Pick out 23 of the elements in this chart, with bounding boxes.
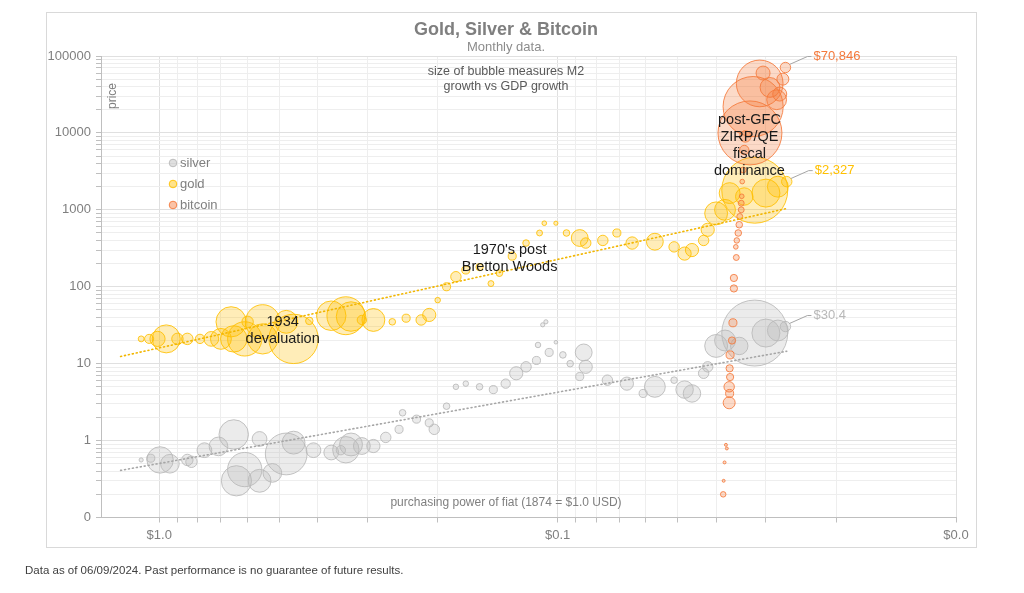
annotation: post-GFC ZIRP/QE fiscal dominance	[713, 111, 785, 179]
annotation: size of bubble measures M2 growth vs GDP growth	[427, 64, 585, 94]
y-tick-label: 100000	[47, 47, 91, 63]
y-tick-label: 0	[83, 509, 91, 525]
legend-label: gold	[180, 175, 205, 191]
y-tick-label: 10000	[54, 124, 91, 140]
legend-label: silver	[180, 154, 212, 170]
y-tick-label: 1000	[62, 201, 91, 217]
chart-subtitle: Monthly data.	[466, 39, 546, 55]
legend-label: bitcoin	[180, 196, 218, 212]
text: Data as of 06/09/2024. Past performance is no guarantee of future results.	[25, 563, 404, 578]
y-tick-label: 1	[83, 432, 91, 448]
data-label: $70,846	[813, 48, 861, 64]
x-tick-label: $0.0	[943, 526, 969, 542]
data-label: $2,327	[814, 162, 855, 178]
x-tick-label: $0.1	[544, 526, 571, 542]
x-axis-title: purchasing power of fiat (1874 = $1.0 USD)	[390, 494, 622, 509]
x-tick-label: $1.0	[146, 526, 172, 542]
y-tick-label: 10	[76, 355, 91, 371]
y-tick-label: 100	[69, 278, 91, 294]
y-axis-title: price	[105, 82, 120, 110]
chart-title: Gold, Silver & Bitcoin	[413, 18, 599, 40]
data-label: $30.4	[813, 307, 846, 323]
